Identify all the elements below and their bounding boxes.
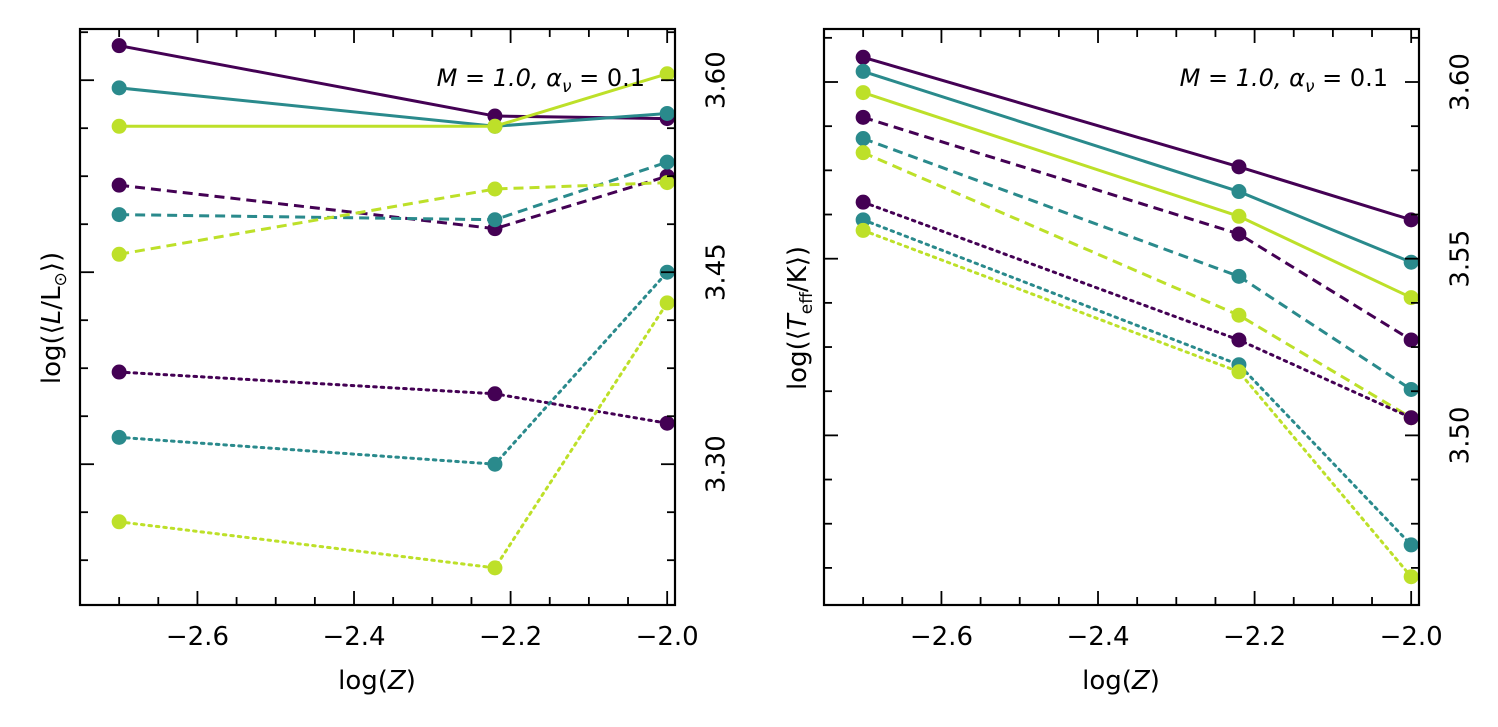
luminosity-data-point	[659, 154, 675, 170]
x-tick-label: −2.4	[322, 622, 385, 652]
luminosity-data-point	[659, 105, 675, 121]
x-tick-label: −2.2	[1223, 622, 1286, 652]
luminosity-ticks-layer: −2.6 −2.4 −2.2 −2.0 3.30 3.45 3.60	[79, 29, 732, 652]
luminosity-data-point	[659, 175, 675, 191]
temperature-data-point	[1403, 537, 1419, 553]
x-tick-label: −2.6	[166, 622, 229, 652]
luminosity-x-axis-label: log(Z)	[338, 666, 416, 696]
luminosity-y-axis-label: log(⟨L/L⊙⟩)	[37, 252, 71, 384]
luminosity-data-point	[659, 415, 675, 431]
x-tick-label: −2.0	[1380, 622, 1443, 652]
x-tick-label: −2.6	[910, 622, 973, 652]
temperature-data-point	[855, 194, 871, 210]
luminosity-data-point	[111, 207, 127, 223]
luminosity-data-point	[487, 118, 503, 134]
luminosity-data-point	[111, 118, 127, 134]
luminosity-series-line-dashed	[118, 174, 668, 231]
temperature-data-point	[1403, 410, 1419, 426]
x-tick-label: −2.2	[479, 622, 542, 652]
temperature-data-point	[855, 85, 871, 101]
temperature-x-axis-label: log(Z)	[1082, 666, 1160, 696]
luminosity-data-point	[659, 295, 675, 311]
temperature-series-layer	[855, 49, 1419, 585]
temperature-data-point	[855, 109, 871, 125]
luminosity-data-point	[487, 386, 503, 402]
temperature-annotation: M = 1.0, αν = 0.1	[1180, 64, 1388, 97]
temperature-data-point	[1231, 226, 1247, 242]
temperature-data-point	[855, 49, 871, 65]
temperature-data-point	[855, 63, 871, 79]
temperature-data-point	[855, 222, 871, 238]
temperature-data-point	[1231, 364, 1247, 380]
luminosity-data-point	[487, 560, 503, 576]
x-tick-label: −2.0	[636, 622, 699, 652]
temperature-ticks-layer: −2.6 −2.4 −2.2 −2.0 3.50 3.55 3.60	[823, 29, 1476, 652]
luminosity-series-layer	[111, 38, 675, 576]
luminosity-data-point	[487, 456, 503, 472]
temperature-data-point	[855, 145, 871, 161]
luminosity-data-point	[111, 80, 127, 96]
luminosity-panel: −2.6 −2.4 −2.2 −2.0 3.30 3.45 3.60 M = 1.0, αν…	[37, 27, 732, 696]
temperature-data-point	[1403, 212, 1419, 228]
luminosity-data-point	[111, 177, 127, 193]
temperature-y-axis-label: log(⟨Teff/K⟩)	[783, 246, 817, 390]
luminosity-data-point	[111, 364, 127, 380]
temperature-data-point	[1231, 268, 1247, 284]
temperature-panel: −2.6 −2.4 −2.2 −2.0 3.50 3.55 3.60 M = 1.0, αν…	[783, 27, 1476, 696]
temperature-series-line-dotted	[861, 218, 1413, 547]
luminosity-plot-frame	[78, 27, 677, 607]
luminosity-annotation: M = 1.0, αν = 0.1	[437, 64, 645, 97]
y-tick-label: 3.55	[1446, 230, 1476, 288]
x-tick-label: −2.4	[1066, 622, 1129, 652]
luminosity-data-point	[487, 212, 503, 228]
luminosity-data-point	[111, 514, 127, 530]
y-tick-label: 3.30	[702, 435, 732, 493]
temperature-data-point	[1403, 332, 1419, 348]
luminosity-data-point	[111, 429, 127, 445]
temperature-data-point	[855, 131, 871, 147]
luminosity-data-point	[487, 181, 503, 197]
y-tick-label: 3.60	[702, 51, 732, 109]
luminosity-data-point	[659, 66, 675, 82]
temperature-data-point	[1231, 307, 1247, 323]
luminosity-series-line-dashed	[118, 181, 668, 256]
temperature-data-point	[1403, 381, 1419, 397]
temperature-data-point	[855, 212, 871, 228]
temperature-data-point	[1231, 332, 1247, 348]
temperature-data-point	[1231, 208, 1247, 224]
luminosity-data-point	[111, 38, 127, 54]
y-tick-label: 3.45	[702, 243, 732, 301]
temperature-data-point	[1403, 290, 1419, 306]
y-tick-label: 3.60	[1446, 53, 1476, 111]
temperature-data-point	[1231, 159, 1247, 175]
temperature-plot-frame	[822, 27, 1421, 607]
temperature-data-point	[1231, 184, 1247, 200]
temperature-data-point	[1403, 254, 1419, 270]
luminosity-data-point	[111, 246, 127, 262]
y-tick-label: 3.50	[1446, 406, 1476, 464]
temperature-data-point	[1403, 569, 1419, 585]
